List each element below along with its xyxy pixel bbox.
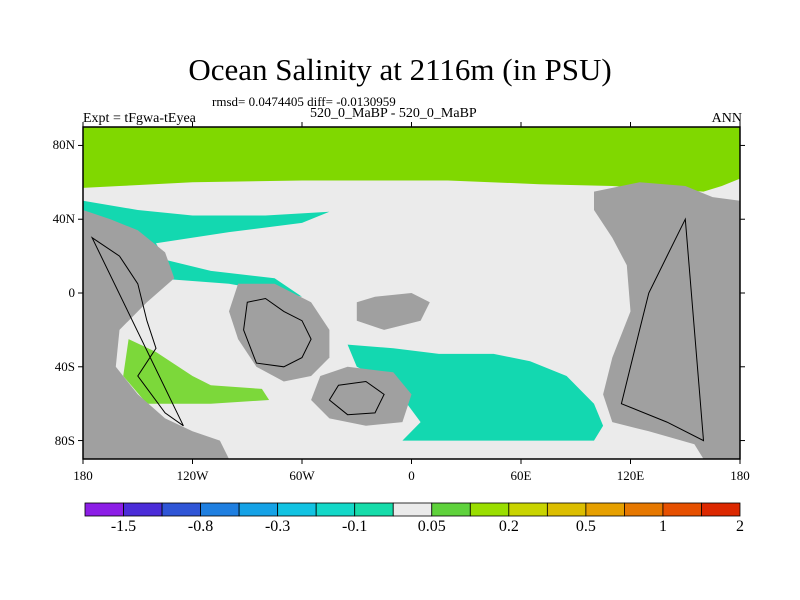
colorbar-swatch	[624, 502, 664, 517]
southern-positive-anomaly	[123, 339, 270, 404]
x-tick-label: 120W	[176, 468, 209, 483]
chart-title: Ocean Salinity at 2116m (in PSU)	[188, 52, 612, 87]
y-tick-label: 0	[68, 285, 76, 300]
north-positive-band	[83, 127, 740, 192]
western-continent	[83, 210, 229, 459]
eastern-continent	[594, 182, 740, 460]
colorbar-swatch	[392, 502, 433, 517]
southern-island-coastline	[328, 380, 385, 416]
colorbar-label: 0.2	[498, 518, 519, 535]
southern-island	[311, 366, 412, 426]
x-tick-label: 120E	[616, 468, 645, 483]
colorbar-swatch	[315, 502, 356, 517]
x-tick-label: 180	[730, 468, 750, 483]
colorbar-swatch	[469, 502, 510, 517]
y-tick-label: 40S	[54, 358, 75, 374]
western-coastline	[90, 236, 184, 427]
north-pacific-negative-anomaly	[83, 200, 330, 297]
x-tick-label: 60W	[289, 468, 315, 483]
y-tick-label: 40N	[52, 211, 75, 227]
colorbar-swatch	[701, 502, 741, 517]
y-tick-label: 80S	[54, 432, 75, 448]
x-tick-label: 180	[73, 468, 93, 483]
experiment-label: Expt = tFgwa-tEyea	[83, 111, 196, 126]
x-tick-label: 60E	[510, 468, 532, 483]
eastern-coastline	[620, 217, 705, 442]
colorbar-label: 1	[658, 518, 667, 535]
colorbar-label: -0.3	[264, 518, 291, 535]
y-tick-label: 80N	[52, 137, 75, 153]
colorbar-swatch	[161, 502, 201, 517]
colorbar-swatch	[585, 502, 625, 517]
central-coastline	[243, 297, 312, 368]
colorbar-swatch	[200, 502, 240, 517]
x-tick-label: 0	[408, 468, 415, 483]
colorbar-swatch	[508, 502, 548, 517]
colorbar-label: 0.05	[417, 518, 446, 535]
colorbar-label: 0.5	[575, 518, 596, 535]
colorbar-swatch	[84, 502, 124, 517]
colorbar-label: 2	[736, 518, 744, 535]
colorbar-swatch	[277, 502, 317, 517]
case-label: 520_0_MaBP - 520_0_MaBP	[310, 106, 477, 121]
colorbar-label: -0.1	[342, 518, 368, 535]
colorbar-swatch	[431, 502, 471, 517]
equatorial-island	[356, 293, 430, 330]
stats-line: rmsd= 0.0474405 diff= -0.0130959	[212, 94, 396, 109]
colorbar-swatch	[546, 502, 587, 517]
colorbar-swatch	[354, 502, 394, 517]
colorbar-swatch	[238, 502, 279, 517]
season-label: ANN	[711, 111, 742, 126]
colorbar-label: -0.8	[187, 518, 214, 535]
colorbar-label: -1.5	[110, 518, 137, 535]
south-atlantic-negative-anomaly	[347, 344, 604, 441]
colorbar-swatch	[662, 502, 702, 517]
colorbar-swatch	[123, 502, 163, 517]
